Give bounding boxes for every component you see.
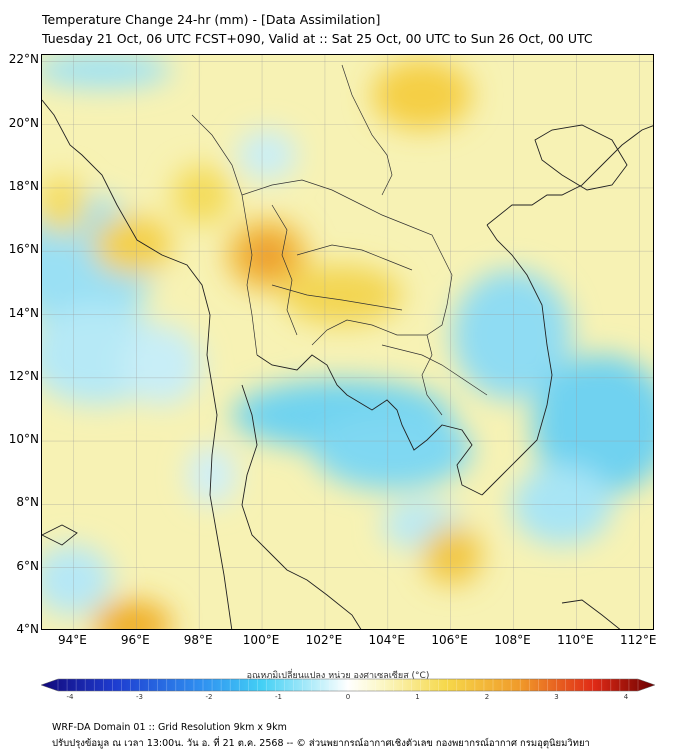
latitude-label: 8°N — [16, 495, 39, 510]
latitude-label: 12°N — [8, 368, 39, 383]
colorbar-tick-label: 4 — [623, 693, 629, 701]
map-subtitle: Tuesday 21 Oct, 06 UTC FCST+090, Valid a… — [42, 31, 593, 46]
colorbar-tick-label: 2 — [484, 693, 490, 701]
latitude-label: 16°N — [8, 242, 39, 257]
colorbar-tick-label: -3 — [136, 693, 143, 701]
graticule — [42, 55, 653, 629]
longitude-label: 100°E — [242, 633, 280, 647]
latitude-label: 14°N — [8, 305, 39, 320]
footer-model-info: WRF-DA Domain 01 :: Grid Resolution 9km … — [52, 722, 287, 733]
latitude-label: 20°N — [8, 115, 39, 130]
footer-credit: ปรับปรุงข้อมูล ณ เวลา 13:00น. วัน อ. ที่… — [52, 738, 590, 749]
colorbar-tick-label: -2 — [205, 693, 213, 701]
country-borders — [191, 64, 488, 416]
longitude-label: 102°E — [305, 633, 343, 647]
coastlines — [42, 99, 653, 629]
latitude-label: 22°N — [8, 52, 39, 67]
longitude-label: 94°E — [57, 633, 87, 647]
temperature-field — [42, 55, 653, 629]
latitude-label: 6°N — [16, 558, 39, 573]
longitude-label: 106°E — [431, 633, 468, 647]
longitude-label: 98°E — [183, 633, 213, 647]
longitude-label: 96°E — [120, 633, 150, 647]
longitude-label: 110°E — [557, 633, 594, 647]
temperature-change-map — [41, 54, 654, 630]
colorbar-tick-label: 0 — [345, 693, 351, 701]
map-canvas — [42, 55, 653, 629]
map-title: Temperature Change 24-hr (mm) - [Data As… — [42, 12, 381, 27]
longitude-label: 104°E — [368, 633, 406, 647]
latitude-label: 10°N — [8, 432, 39, 447]
colorbar-tick-label: 3 — [554, 693, 559, 701]
colorbar-tick-label: 1 — [415, 693, 420, 701]
colorbar-title: อุณหภูมิเปลี่ยนแปลง หน่วย องศาเซลเซียส (… — [246, 671, 430, 681]
colorbar — [40, 678, 656, 692]
latitude-label: 4°N — [16, 622, 39, 636]
longitude-label: 112°E — [620, 633, 657, 647]
longitude-label: 108°E — [494, 633, 531, 647]
colorbar-tick-label: -1 — [275, 693, 282, 701]
latitude-label: 18°N — [8, 178, 39, 193]
colorbar-tick-label: -4 — [66, 693, 74, 701]
